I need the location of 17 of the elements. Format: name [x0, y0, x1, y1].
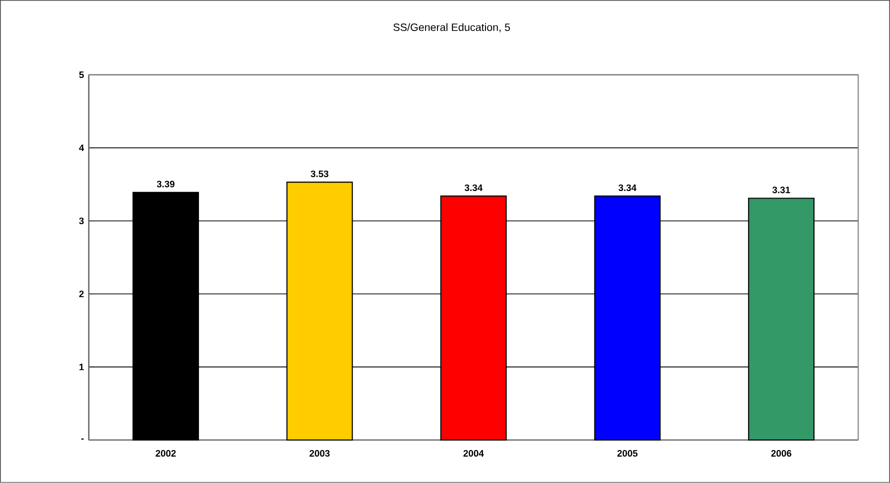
y-tick-label: 2 [79, 290, 84, 298]
y-tick-label: 1 [79, 364, 84, 370]
x-tick-label: 2003 [310, 450, 330, 457]
y-tick-label: 3 [79, 218, 84, 224]
data-label: 3.53 [310, 170, 328, 178]
x-tick-label: 2004 [463, 450, 484, 457]
y-tick-label: - [81, 438, 84, 440]
x-tick-label: 2002 [156, 450, 176, 457]
y-tick-label: 4 [79, 144, 84, 152]
data-label: 3.34 [464, 184, 483, 192]
data-label: 3.39 [156, 180, 174, 188]
data-label: 3.31 [772, 186, 790, 194]
x-tick-label: 2005 [617, 450, 638, 457]
data-label: 3.34 [618, 184, 636, 192]
x-tick-label: 2006 [771, 450, 792, 457]
chart-title: SS/General Education, 5 [393, 23, 510, 32]
y-tick-label: 5 [79, 72, 84, 78]
